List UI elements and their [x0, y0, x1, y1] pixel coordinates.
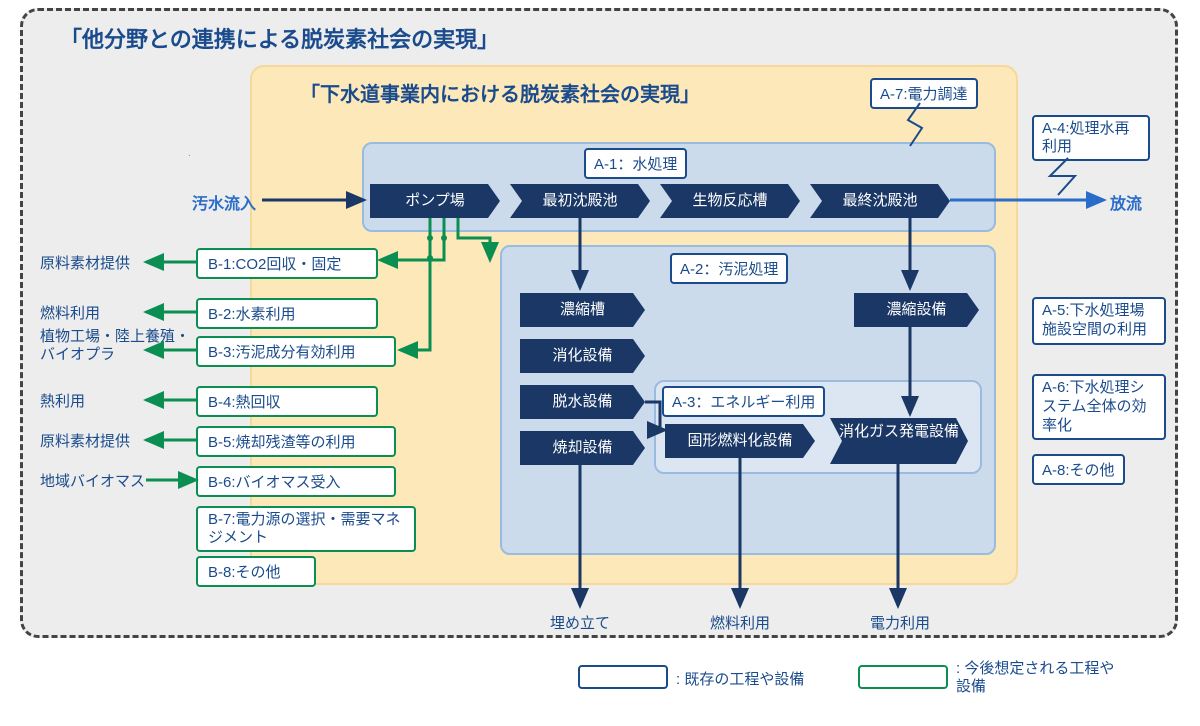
b8: B-8:その他: [196, 556, 316, 587]
proc-s3: 脱水設備: [520, 385, 645, 419]
b2: B-2:水素利用: [196, 298, 378, 329]
legend-future-swatch: [858, 665, 948, 689]
proc-s2: 消化設備: [520, 339, 645, 373]
b3: B-3:汚泥成分有効利用: [196, 336, 396, 367]
side-s5: 原料素材提供: [40, 430, 130, 451]
legend-existing: : 既存の工程や設備: [676, 668, 804, 689]
legend-future: : 今後想定される工程や設備: [956, 660, 1116, 696]
legend-existing-swatch: [578, 665, 668, 689]
proc-s1: 濃縮槽: [520, 293, 645, 327]
b7: B-7:電力源の選択・需要マネジメント: [196, 506, 416, 552]
b6: B-6:バイオマス受入: [196, 466, 396, 497]
proc-s5: 濃縮設備: [854, 293, 979, 327]
side-s4: 熱利用: [40, 390, 85, 411]
proc-p4: 最終沈殿池: [810, 184, 950, 218]
outer-title: 「他分野との連携による脱炭素社会の実現」: [60, 22, 499, 54]
side-s2: 燃料利用: [40, 302, 100, 323]
proc-s4: 焼却設備: [520, 431, 645, 465]
out-o1: 埋め立て: [550, 612, 610, 633]
discharge-label: 放流: [1110, 190, 1142, 214]
a8-label: A-8:その他: [1032, 454, 1125, 485]
inflow-label: 汚水流入: [192, 190, 256, 214]
a6-label: A-6:下水処理システム全体の効率化: [1032, 374, 1166, 440]
a3-label: A-3：エネルギー利用: [662, 386, 825, 417]
proc-e1: 固形燃料化設備: [665, 424, 815, 458]
inner-title: 「下水道事業内における脱炭素社会の実現」: [300, 78, 700, 107]
b5: B-5:焼却残渣等の利用: [196, 426, 396, 457]
a2-label: A-2：汚泥処理: [670, 253, 788, 284]
proc-p1: ポンプ場: [370, 184, 500, 218]
proc-p2: 最初沈殿池: [510, 184, 650, 218]
out-o3: 電力利用: [870, 612, 930, 633]
b1: B-1:CO2回収・固定: [196, 248, 378, 279]
side-s1: 原料素材提供: [40, 252, 130, 273]
a7-label: A-7:電力調達: [870, 78, 978, 109]
proc-p3: 生物反応槽: [660, 184, 800, 218]
side-s3: 植物工場・陸上養殖・バイオプラ: [40, 328, 190, 364]
a4-label: A-4:処理水再利用: [1032, 115, 1150, 161]
a5-label: A-5:下水処理場施設空間の利用: [1032, 297, 1166, 345]
side-s6: 地域バイオマス: [40, 470, 145, 491]
a1-label: A-1：水処理: [584, 148, 687, 179]
out-o2: 燃料利用: [710, 612, 770, 633]
b4: B-4:熱回収: [196, 386, 378, 417]
proc-e2-label: 消化ガス発電設備: [839, 423, 959, 440]
proc-e2: 消化ガス発電設備: [830, 418, 968, 464]
dot-marker: .: [188, 148, 191, 159]
